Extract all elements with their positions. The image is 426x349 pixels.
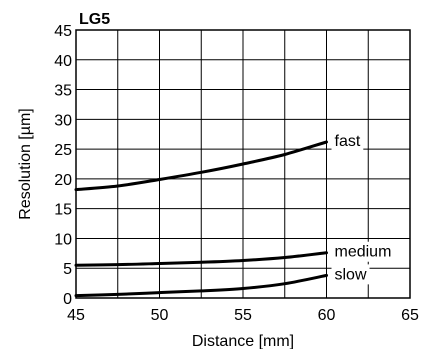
curves [74,140,328,298]
y-tick-label: 15 [54,202,72,219]
series-line-slow [74,273,328,298]
y-tick-label: 45 [54,23,72,40]
y-tick-label: 30 [54,112,72,129]
y-axis-label: Resolution [µm] [17,108,34,219]
y-tick-label: 10 [54,231,72,248]
series-label-background [331,130,364,151]
series-label-fast: fast [335,133,361,150]
x-tick-label: 50 [151,307,169,324]
tick-labels: 0 5 10 15 20 25 30 35 40 45 45 50 55 60 65 [54,23,419,324]
y-tick-label: 0 [63,291,72,308]
plot-frame [75,29,411,299]
x-tick-label: 45 [67,307,85,324]
x-tick-label: 60 [318,307,336,324]
series-label-background [331,264,370,285]
y-tick-label: 40 [54,53,72,70]
y-tick-label: 5 [63,261,72,278]
series-line-fast [74,140,328,192]
grid [76,30,410,298]
series-label-background [331,241,395,262]
series-line-medium [74,251,328,267]
x-tick-label: 65 [401,307,419,324]
series-label-medium: medium [335,244,392,261]
chart-title: LG5 [79,11,110,28]
series-label-slow: slow [335,266,367,283]
y-tick-label: 35 [54,83,72,100]
series-labels: fast medium slow [331,130,395,285]
x-axis-label: Distance [mm] [192,333,294,349]
x-tick-label: 55 [234,307,252,324]
y-tick-label: 20 [54,172,72,189]
y-tick-label: 25 [54,142,72,159]
